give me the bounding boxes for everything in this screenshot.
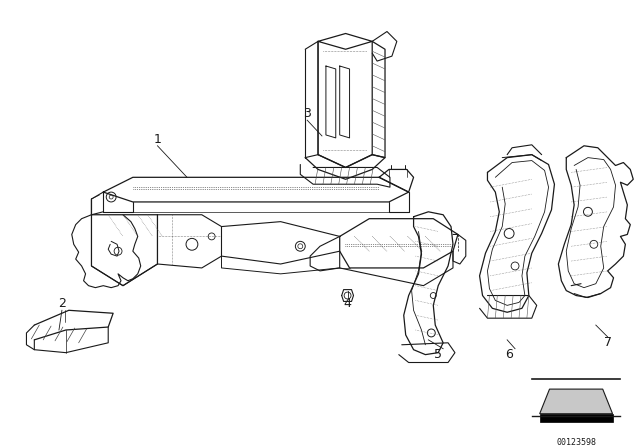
Polygon shape <box>540 414 612 422</box>
Text: 3: 3 <box>303 107 311 120</box>
Text: 7: 7 <box>604 336 612 349</box>
Text: 4: 4 <box>344 297 351 310</box>
Text: 1: 1 <box>154 134 161 146</box>
Text: 6: 6 <box>505 348 513 361</box>
Polygon shape <box>540 389 612 414</box>
Text: 5: 5 <box>434 348 442 361</box>
Text: 2: 2 <box>58 297 66 310</box>
Text: 00123598: 00123598 <box>556 438 596 448</box>
